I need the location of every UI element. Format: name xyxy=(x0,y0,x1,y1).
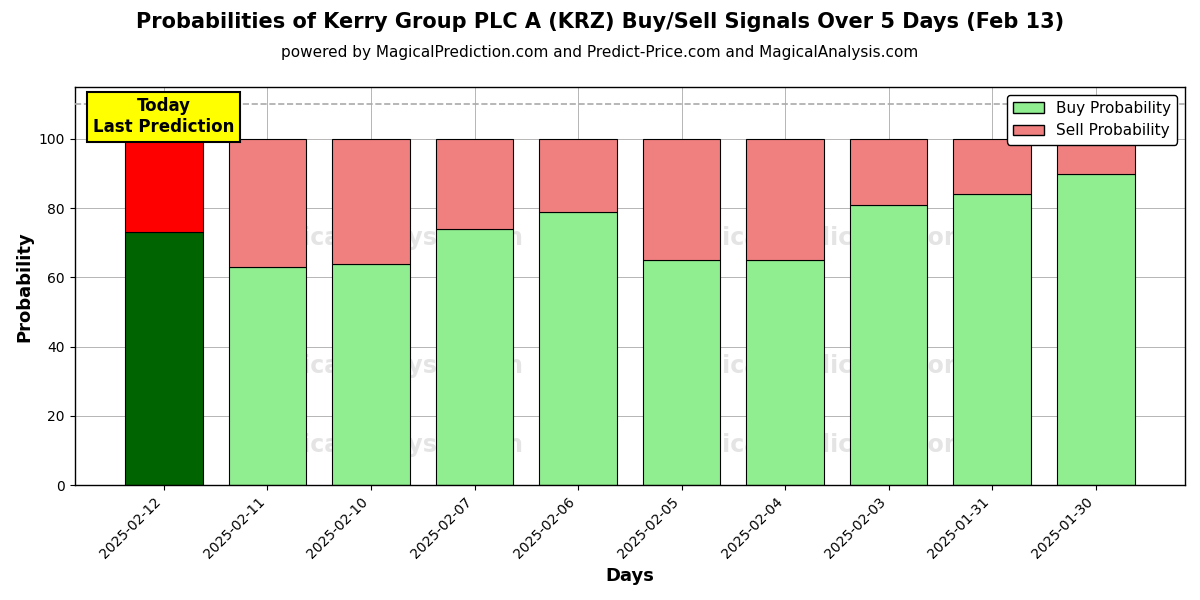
Bar xyxy=(229,139,306,267)
Bar xyxy=(436,139,514,229)
Bar xyxy=(436,229,514,485)
Bar xyxy=(229,267,306,485)
Text: powered by MagicalPrediction.com and Predict-Price.com and MagicalAnalysis.com: powered by MagicalPrediction.com and Pre… xyxy=(281,45,919,60)
Bar xyxy=(539,212,617,485)
Bar xyxy=(850,205,928,485)
Bar xyxy=(953,194,1031,485)
Bar xyxy=(643,260,720,485)
Bar xyxy=(746,139,824,260)
X-axis label: Days: Days xyxy=(605,567,654,585)
Bar xyxy=(1057,173,1134,485)
Text: Probabilities of Kerry Group PLC A (KRZ) Buy/Sell Signals Over 5 Days (Feb 13): Probabilities of Kerry Group PLC A (KRZ)… xyxy=(136,12,1064,32)
Text: MagicalPrediction.com: MagicalPrediction.com xyxy=(667,226,970,250)
Text: MagicalPrediction.com: MagicalPrediction.com xyxy=(667,354,970,378)
Bar xyxy=(125,232,203,485)
Bar xyxy=(125,139,203,232)
Bar xyxy=(953,139,1031,194)
Text: Today
Last Prediction: Today Last Prediction xyxy=(94,97,235,136)
Bar xyxy=(332,139,410,263)
Bar xyxy=(850,139,928,205)
Y-axis label: Probability: Probability xyxy=(16,231,34,341)
Bar xyxy=(643,139,720,260)
Text: MagicalAnalysis.com: MagicalAnalysis.com xyxy=(247,226,524,250)
Bar xyxy=(1057,139,1134,173)
Bar xyxy=(746,260,824,485)
Bar xyxy=(332,263,410,485)
Bar xyxy=(539,139,617,212)
Legend: Buy Probability, Sell Probability: Buy Probability, Sell Probability xyxy=(1007,95,1177,145)
Text: MagicalAnalysis.com: MagicalAnalysis.com xyxy=(247,433,524,457)
Text: MagicalAnalysis.com: MagicalAnalysis.com xyxy=(247,354,524,378)
Text: MagicalPrediction.com: MagicalPrediction.com xyxy=(667,433,970,457)
